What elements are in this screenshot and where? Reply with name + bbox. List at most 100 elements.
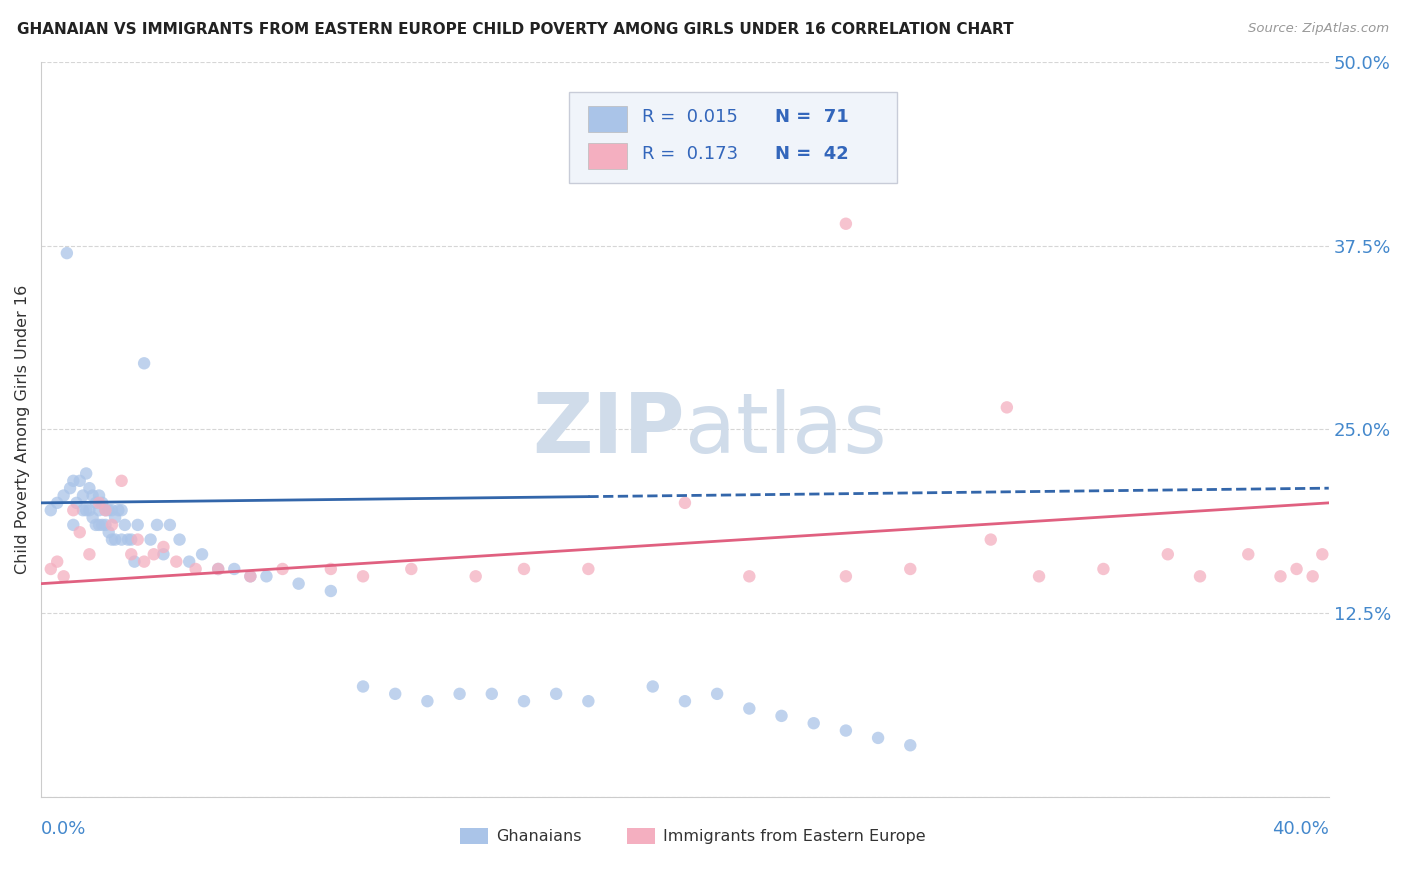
Point: [481, 687, 503, 701]
Point: [127, 533, 149, 547]
Point: [576, 694, 599, 708]
Point: [1270, 569, 1292, 583]
Point: [87, 503, 110, 517]
Point: [1237, 547, 1260, 561]
Point: [803, 716, 825, 731]
Point: [134, 356, 156, 370]
Point: [120, 547, 142, 561]
Point: [256, 569, 278, 583]
FancyBboxPatch shape: [569, 92, 897, 184]
Point: [165, 555, 187, 569]
Point: [239, 569, 262, 583]
Point: [39, 562, 62, 576]
Point: [152, 540, 174, 554]
Point: [835, 723, 858, 738]
Text: ZIP: ZIP: [533, 389, 685, 470]
Point: [319, 562, 342, 576]
Point: [146, 517, 169, 532]
Text: N =  42: N = 42: [775, 145, 849, 163]
Point: [673, 496, 696, 510]
Point: [62, 517, 84, 532]
Point: [139, 533, 162, 547]
Point: [79, 547, 101, 561]
Point: [46, 496, 69, 510]
Point: [898, 738, 921, 752]
Point: [110, 533, 132, 547]
Bar: [588, 143, 627, 169]
Point: [39, 503, 62, 517]
Text: atlas: atlas: [685, 389, 887, 470]
Text: Immigrants from Eastern Europe: Immigrants from Eastern Europe: [664, 829, 925, 844]
Bar: [627, 829, 655, 845]
Point: [94, 503, 117, 517]
Point: [94, 503, 117, 517]
Point: [1310, 547, 1333, 561]
Point: [449, 687, 471, 701]
Point: [898, 562, 921, 576]
Point: [868, 731, 890, 745]
Point: [84, 496, 107, 510]
Point: [319, 584, 342, 599]
Point: [207, 562, 229, 576]
Text: N =  71: N = 71: [775, 108, 849, 127]
Point: [513, 562, 536, 576]
Point: [464, 569, 486, 583]
Point: [91, 517, 114, 532]
Y-axis label: Child Poverty Among Girls Under 16: Child Poverty Among Girls Under 16: [15, 285, 30, 574]
Point: [1092, 562, 1115, 576]
Point: [738, 701, 761, 715]
Point: [835, 217, 858, 231]
Point: [207, 562, 229, 576]
Point: [104, 533, 127, 547]
Point: [1188, 569, 1211, 583]
Point: [62, 474, 84, 488]
Point: [82, 510, 104, 524]
Text: 40.0%: 40.0%: [1272, 820, 1329, 838]
Point: [59, 481, 82, 495]
Point: [101, 533, 124, 547]
Text: Ghanaians: Ghanaians: [496, 829, 581, 844]
Text: 0.0%: 0.0%: [41, 820, 87, 838]
Point: [79, 481, 101, 495]
Point: [101, 503, 124, 517]
Point: [835, 569, 858, 583]
Point: [110, 474, 132, 488]
Point: [1302, 569, 1324, 583]
Point: [127, 517, 149, 532]
Point: [271, 562, 294, 576]
Point: [546, 687, 568, 701]
Point: [69, 525, 91, 540]
Point: [352, 680, 374, 694]
Bar: [588, 106, 627, 132]
Point: [82, 489, 104, 503]
Point: [179, 555, 201, 569]
Point: [91, 496, 114, 510]
Text: R =  0.173: R = 0.173: [643, 145, 738, 163]
Point: [224, 562, 246, 576]
Point: [980, 533, 1002, 547]
Point: [1028, 569, 1050, 583]
Text: R =  0.015: R = 0.015: [643, 108, 738, 127]
Point: [56, 246, 79, 260]
Bar: [460, 829, 488, 845]
Point: [134, 555, 156, 569]
Point: [94, 517, 117, 532]
Point: [79, 503, 101, 517]
Point: [52, 569, 75, 583]
Point: [1285, 562, 1308, 576]
Point: [110, 503, 132, 517]
Point: [416, 694, 439, 708]
Point: [46, 555, 69, 569]
Point: [97, 503, 120, 517]
Point: [84, 517, 107, 532]
Point: [72, 489, 94, 503]
Point: [159, 517, 181, 532]
Point: [770, 709, 793, 723]
Point: [69, 474, 91, 488]
Point: [576, 562, 599, 576]
Point: [101, 517, 124, 532]
Point: [995, 401, 1018, 415]
Point: [107, 503, 129, 517]
Point: [87, 489, 110, 503]
Point: [117, 533, 139, 547]
